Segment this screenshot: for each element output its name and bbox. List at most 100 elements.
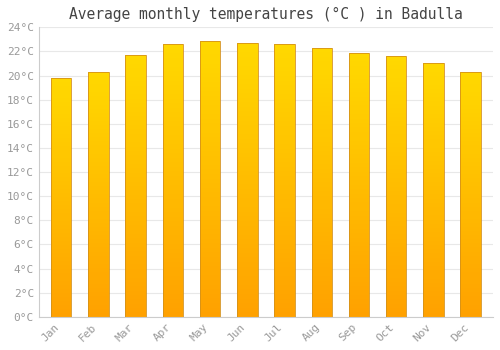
Bar xyxy=(200,133,220,137)
Bar xyxy=(88,154,108,158)
Bar xyxy=(274,262,295,267)
Bar xyxy=(349,224,370,229)
Bar xyxy=(126,308,146,313)
Bar xyxy=(162,135,183,140)
Bar xyxy=(460,194,481,198)
Bar xyxy=(274,85,295,90)
Bar xyxy=(88,158,108,162)
Bar xyxy=(162,258,183,262)
Bar xyxy=(237,230,258,235)
Bar xyxy=(200,280,220,285)
Bar xyxy=(312,133,332,138)
Bar xyxy=(51,221,72,225)
Bar xyxy=(274,172,295,176)
Bar xyxy=(274,208,295,212)
Bar xyxy=(51,201,72,205)
Bar xyxy=(312,240,332,245)
Bar xyxy=(386,156,406,160)
Bar xyxy=(162,94,183,99)
Bar xyxy=(386,195,406,199)
Bar xyxy=(162,280,183,285)
Bar xyxy=(162,176,183,181)
Bar xyxy=(423,216,444,220)
Bar xyxy=(274,285,295,289)
Bar xyxy=(200,261,220,266)
Bar xyxy=(423,253,444,258)
Bar xyxy=(162,294,183,299)
Bar xyxy=(386,278,406,282)
Bar xyxy=(237,157,258,162)
Bar xyxy=(423,292,444,296)
Bar xyxy=(51,186,72,189)
Bar xyxy=(200,124,220,128)
Bar xyxy=(200,275,220,280)
Bar xyxy=(237,216,258,221)
Bar xyxy=(126,116,146,120)
Bar xyxy=(237,175,258,180)
Bar xyxy=(460,247,481,252)
Bar xyxy=(88,166,108,170)
Bar xyxy=(200,77,220,82)
Bar xyxy=(386,139,406,143)
Bar xyxy=(460,154,481,158)
Bar xyxy=(200,271,220,275)
Bar xyxy=(349,163,370,167)
Bar xyxy=(460,108,481,113)
Bar xyxy=(88,260,108,264)
Bar xyxy=(386,95,406,100)
Bar xyxy=(460,215,481,219)
Bar xyxy=(312,200,332,205)
Bar xyxy=(51,158,72,162)
Bar xyxy=(200,73,220,77)
Bar xyxy=(200,146,220,151)
Bar xyxy=(423,304,444,308)
Bar xyxy=(349,52,370,317)
Bar xyxy=(126,160,146,164)
Bar xyxy=(386,108,406,113)
Bar xyxy=(126,190,146,195)
Bar xyxy=(126,173,146,177)
Bar xyxy=(162,108,183,112)
Bar xyxy=(423,245,444,249)
Bar xyxy=(88,129,108,133)
Bar xyxy=(423,102,444,106)
Bar xyxy=(312,303,332,308)
Bar xyxy=(237,66,258,70)
Bar xyxy=(88,264,108,268)
Bar xyxy=(312,236,332,240)
Bar xyxy=(162,172,183,176)
Bar xyxy=(88,256,108,260)
Bar xyxy=(200,299,220,303)
Bar xyxy=(162,149,183,153)
Bar xyxy=(386,308,406,313)
Bar xyxy=(51,106,72,110)
Bar xyxy=(126,313,146,317)
Bar xyxy=(200,45,220,50)
Bar xyxy=(386,74,406,78)
Bar xyxy=(274,230,295,235)
Bar xyxy=(312,48,332,52)
Bar xyxy=(51,237,72,241)
Bar xyxy=(200,105,220,110)
Bar xyxy=(51,285,72,289)
Bar xyxy=(312,160,332,164)
Bar xyxy=(274,194,295,199)
Bar xyxy=(88,272,108,276)
Bar xyxy=(386,130,406,134)
Bar xyxy=(274,226,295,230)
Bar xyxy=(88,301,108,304)
Bar xyxy=(312,272,332,276)
Bar xyxy=(51,122,72,126)
Bar xyxy=(274,294,295,299)
Bar xyxy=(349,207,370,211)
Bar xyxy=(423,131,444,135)
Bar xyxy=(162,253,183,258)
Bar xyxy=(126,94,146,99)
Bar xyxy=(162,285,183,289)
Bar xyxy=(423,279,444,283)
Bar xyxy=(274,76,295,80)
Bar xyxy=(126,129,146,134)
Bar xyxy=(423,110,444,114)
Bar xyxy=(237,125,258,130)
Bar xyxy=(126,151,146,155)
